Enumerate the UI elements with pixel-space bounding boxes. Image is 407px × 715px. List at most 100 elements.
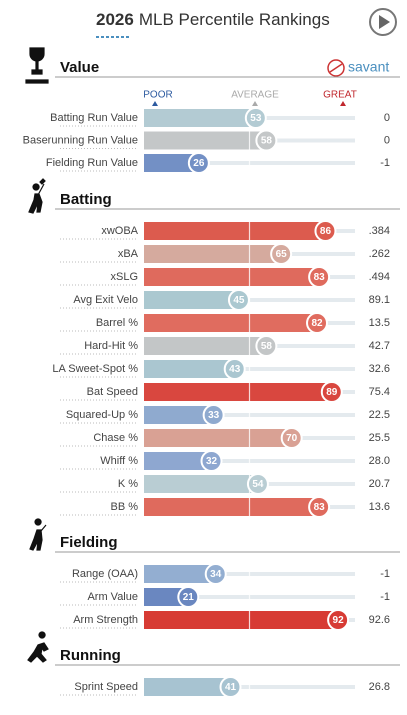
percentile-label: 45 xyxy=(233,295,245,306)
percentile-circle xyxy=(327,609,350,631)
metric-value: 92.6 xyxy=(369,614,390,626)
section-icon xyxy=(27,631,49,663)
percentile-bar xyxy=(144,498,320,516)
metric-value: 42.7 xyxy=(369,340,390,352)
metric-row: Arm Strength 92 92.6 xyxy=(60,609,390,631)
metric-label: Hard-Hit % xyxy=(84,340,138,352)
metric-label: Fielding Run Value xyxy=(46,157,138,169)
metric-label: Batting Run Value xyxy=(50,112,138,124)
percentile-label: 83 xyxy=(314,272,326,283)
metric-value: -1 xyxy=(380,591,390,603)
metric-row: xwOBA 86 .384 xyxy=(60,220,390,242)
metric-row: Chase % 70 25.5 xyxy=(60,427,390,449)
percentile-label: 33 xyxy=(208,410,220,421)
metric-label: BB % xyxy=(110,501,138,513)
section-icon xyxy=(29,518,47,551)
play-button[interactable] xyxy=(369,8,397,36)
metric-value: 13.5 xyxy=(369,317,390,329)
percentile-circle xyxy=(270,243,293,265)
percentile-bar xyxy=(144,611,339,629)
metric-value: -1 xyxy=(380,568,390,580)
percentile-circle xyxy=(308,496,331,518)
metric-row: LA Sweet-Spot % 43 32.6 xyxy=(52,358,390,380)
section-title: Batting xyxy=(60,191,112,208)
metric-value: 13.6 xyxy=(369,501,390,513)
metric-value: 26.8 xyxy=(369,681,390,693)
percentile-bar xyxy=(144,291,239,309)
metric-label: xBA xyxy=(118,248,139,260)
poor-arrow xyxy=(152,101,158,106)
percentile-label: 32 xyxy=(206,456,218,467)
percentile-label: 54 xyxy=(252,479,264,490)
metric-row: xSLG 83 .494 xyxy=(60,266,390,288)
page-title: 2026 MLB Percentile Rankings xyxy=(96,10,330,29)
metric-row: xBA 65 .262 xyxy=(60,243,390,265)
percentile-label: 53 xyxy=(250,113,262,124)
percentile-bar xyxy=(144,429,292,447)
metric-value: .494 xyxy=(369,271,390,283)
percentile-bar xyxy=(144,245,282,263)
metric-row: Whiff % 32 28.0 xyxy=(60,450,390,472)
year: 2026 xyxy=(96,10,134,29)
metric-value: 75.4 xyxy=(369,386,390,398)
percentile-circle xyxy=(204,563,227,585)
percentile-label: 92 xyxy=(333,615,345,626)
metric-label: Range (OAA) xyxy=(72,568,138,580)
brand: savant xyxy=(348,59,389,75)
metric-row: Hard-Hit % 58 42.7 xyxy=(60,335,390,357)
metric-row: Baserunning Run Value 58 0 xyxy=(23,129,390,152)
percentile-label: 58 xyxy=(261,341,273,352)
percentile-label: 21 xyxy=(183,592,195,603)
percentile-label: 43 xyxy=(229,364,241,375)
section-title: Value xyxy=(60,59,99,76)
percentile-circle xyxy=(219,676,242,698)
metric-label: Whiff % xyxy=(100,455,138,467)
percentile-circle xyxy=(177,586,200,608)
percentile-bar xyxy=(144,109,256,127)
percentile-bar xyxy=(144,565,216,583)
metric-value: 0 xyxy=(384,112,390,124)
metric-value: 22.5 xyxy=(369,409,390,421)
percentile-circle xyxy=(227,289,250,311)
metric-value: 89.1 xyxy=(369,294,390,306)
metric-value: 32.6 xyxy=(369,363,390,375)
metric-value: 20.7 xyxy=(369,478,390,490)
metric-row: Barrel % 82 13.5 xyxy=(60,312,390,334)
metric-label: Bat Speed xyxy=(87,386,138,398)
percentile-circle xyxy=(200,450,223,472)
section-icon xyxy=(25,47,49,84)
percentile-circle xyxy=(244,107,267,129)
metric-label: Squared-Up % xyxy=(66,409,138,421)
percentile-bar xyxy=(144,588,189,606)
percentile-circle xyxy=(306,312,329,334)
percentile-bar xyxy=(144,314,318,332)
percentile-label: 34 xyxy=(210,569,222,580)
percentile-bar xyxy=(144,337,267,355)
percentile-bar xyxy=(144,678,231,696)
metric-row: Sprint Speed 41 26.8 xyxy=(60,676,390,698)
percentile-bar xyxy=(144,268,320,286)
metric-label: Sprint Speed xyxy=(74,681,138,693)
metric-value: 0 xyxy=(384,134,390,146)
percentile-bar xyxy=(144,475,258,493)
percentile-bar xyxy=(144,360,235,378)
metric-label: Avg Exit Velo xyxy=(73,294,138,306)
percentile-circle xyxy=(255,129,278,152)
metric-value: 28.0 xyxy=(369,455,390,467)
metric-label: xSLG xyxy=(110,271,138,283)
percentile-label: 82 xyxy=(311,318,323,329)
metric-row: Batting Run Value 53 0 xyxy=(50,107,390,129)
metric-row: Fielding Run Value 26 -1 xyxy=(46,152,390,174)
metric-value: 25.5 xyxy=(369,432,390,444)
percentile-label: 65 xyxy=(276,249,288,260)
percentile-bar xyxy=(144,131,267,150)
scale-great: GREAT xyxy=(323,90,357,101)
metric-label: LA Sweet-Spot % xyxy=(52,363,138,375)
metric-label: Chase % xyxy=(93,432,138,444)
percentile-bar xyxy=(144,154,199,172)
percentile-label: 58 xyxy=(261,136,273,147)
scale-poor: POOR xyxy=(143,90,172,101)
percentile-circle xyxy=(202,404,225,426)
metric-row: Avg Exit Velo 45 89.1 xyxy=(60,289,390,311)
